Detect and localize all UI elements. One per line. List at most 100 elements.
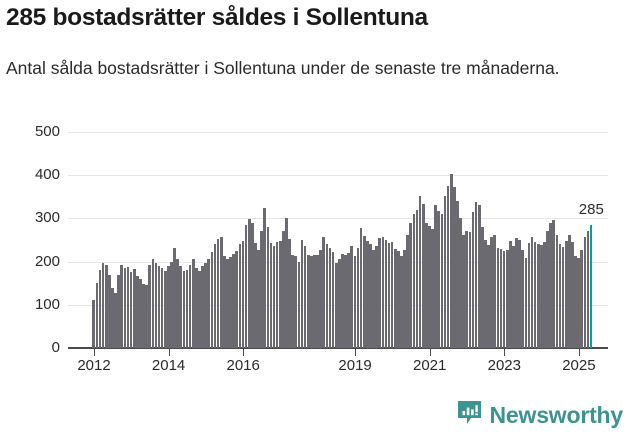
bar [95, 283, 99, 348]
bar [250, 222, 254, 348]
bar [381, 236, 385, 348]
bar [207, 259, 211, 348]
bar [515, 237, 518, 348]
x-axis-tick-mark [578, 349, 580, 356]
bar [437, 211, 441, 348]
bar [409, 222, 413, 348]
bar [564, 241, 568, 348]
bar [434, 205, 438, 348]
bar [353, 255, 357, 348]
bar [247, 219, 251, 348]
bar [306, 255, 310, 348]
bar [421, 203, 425, 348]
bar [98, 270, 102, 348]
bar [266, 227, 270, 348]
bar [310, 256, 313, 348]
bar [499, 248, 503, 348]
bar [325, 244, 329, 348]
bar [387, 243, 391, 348]
bar [508, 240, 512, 348]
bar [555, 234, 559, 348]
y-axis-tick-label: 300 [34, 209, 60, 227]
bar [297, 262, 301, 348]
bar [238, 244, 242, 348]
bar [145, 284, 148, 348]
bar [356, 247, 360, 348]
bar [229, 257, 232, 348]
bar [505, 250, 509, 348]
bar [201, 265, 204, 348]
bar [176, 259, 180, 348]
bar [577, 257, 580, 348]
y-axis-tick-label: 0 [51, 339, 60, 356]
chart-subtitle: Antal sålda bostadsrätter i Sollentuna u… [6, 58, 560, 78]
bar [403, 249, 406, 348]
gridline [68, 175, 608, 177]
bar [288, 238, 291, 348]
bar [232, 254, 235, 348]
x-axis-line [68, 347, 608, 349]
bar [188, 265, 192, 348]
bar [446, 186, 450, 348]
bar [213, 244, 217, 348]
bar [574, 255, 577, 348]
bar [418, 195, 422, 348]
bar [132, 269, 136, 348]
bar [114, 292, 117, 348]
bar [347, 252, 350, 348]
bar [540, 245, 543, 348]
bar [586, 230, 590, 348]
bar [465, 230, 469, 348]
bar [568, 234, 571, 348]
bar-series [92, 173, 593, 348]
bar [415, 209, 419, 348]
bar [365, 241, 369, 348]
bar [341, 254, 344, 348]
bar [443, 195, 447, 348]
bar [170, 262, 173, 348]
bar [552, 220, 556, 348]
bar [484, 240, 487, 348]
bar [462, 234, 465, 348]
bar [468, 232, 472, 348]
bar [241, 240, 245, 348]
bar [316, 255, 319, 348]
bar [257, 249, 260, 348]
bar [275, 241, 279, 348]
bar [104, 265, 108, 348]
bar [179, 265, 183, 348]
bar [524, 258, 528, 348]
y-axis-tick-label: 400 [34, 166, 60, 184]
gridline [68, 132, 608, 133]
bar [580, 250, 584, 348]
bar [431, 228, 434, 348]
bar [294, 255, 298, 348]
bar [313, 254, 316, 348]
bar [291, 255, 295, 348]
bar [425, 222, 428, 348]
y-axis-tick-label: 500 [34, 123, 60, 140]
x-axis-tick-mark [429, 349, 431, 356]
x-axis-tick-mark [168, 349, 170, 356]
bar [518, 240, 521, 348]
bar [453, 187, 456, 348]
bar [244, 224, 248, 348]
bar [123, 267, 127, 348]
bar [157, 265, 161, 348]
bar [322, 236, 326, 348]
bar [338, 259, 341, 348]
bar [527, 243, 531, 348]
x-axis-tick-label: 2023 [487, 357, 521, 374]
bar [477, 205, 481, 348]
page-title: 285 bostadsrätter såldes i Sollentuna [6, 4, 428, 31]
bar [372, 250, 375, 348]
bar [111, 287, 114, 348]
bar [490, 237, 493, 348]
x-axis-tick-mark [243, 349, 245, 356]
x-axis-tick-label: 2012 [77, 357, 111, 374]
bar [512, 246, 515, 348]
bar [254, 243, 257, 348]
x-axis-tick-label: 2019 [338, 357, 372, 374]
bar [101, 263, 105, 348]
